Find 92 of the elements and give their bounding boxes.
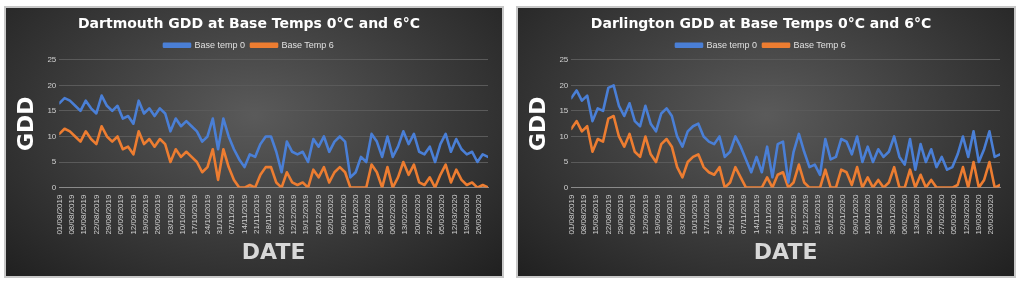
x-axis-title: DATE [241, 238, 306, 264]
x-tick-label: 05/09/2019 [116, 194, 126, 235]
x-tick-label: 19/09/2019 [652, 194, 662, 235]
x-tick-label: 12/09/2019 [128, 194, 138, 235]
x-tick-label: 23/01/2020 [875, 194, 885, 235]
x-tick-label: 16/01/2020 [862, 194, 872, 235]
x-tick-label: 19/03/2020 [974, 194, 984, 235]
x-tick-label: 31/10/2019 [727, 194, 737, 235]
x-tick-label: 07/11/2019 [739, 194, 749, 235]
x-tick-label: 26/03/2020 [986, 194, 996, 235]
y-tick-label: 0 [563, 182, 569, 192]
x-tick-label: 01/08/2019 [566, 194, 576, 235]
x-tick-label: 15/08/2019 [79, 194, 89, 235]
x-tick-label: 22/08/2019 [603, 194, 613, 235]
x-tick-label: 26/12/2019 [313, 194, 323, 235]
x-tick-label: 17/10/2019 [190, 194, 200, 235]
x-tick-label: 14/11/2019 [239, 194, 249, 235]
x-tick-label: 13/02/2020 [912, 194, 922, 235]
x-tick-label: 15/08/2019 [591, 194, 601, 235]
x-tick-label: 10/10/2019 [690, 194, 699, 235]
x-tick-label: 16/01/2020 [350, 194, 360, 235]
y-tick-label: 5 [563, 157, 569, 167]
x-tick-label: 08/08/2019 [66, 194, 76, 235]
x-tick-label: 24/10/2019 [202, 194, 212, 235]
x-tick-label: 12/09/2019 [640, 194, 650, 235]
x-tick-label: 13/02/2020 [400, 194, 410, 235]
x-tick-label: 28/11/2019 [776, 194, 786, 235]
x-axis-title: DATE [753, 238, 818, 264]
x-tick-label: 05/03/2020 [949, 194, 959, 235]
x-tick-label: 28/11/2019 [264, 194, 274, 235]
chart-title: Dartmouth GDD at Base Temps 0°C and 6°C [77, 15, 421, 32]
y-tick-label: 15 [47, 106, 57, 116]
y-axis-title: GDD [12, 96, 38, 151]
x-tick-label: 10/10/2019 [178, 194, 187, 235]
x-tick-label: 23/01/2020 [363, 194, 373, 235]
x-tick-label: 12/03/2020 [449, 194, 459, 235]
legend-label: Base Temp 6 [793, 39, 846, 50]
y-tick-label: 10 [47, 131, 57, 141]
x-tick-label: 26/03/2020 [474, 194, 484, 235]
x-tick-label: 06/02/2020 [899, 194, 909, 235]
x-tick-label: 19/12/2019 [813, 194, 823, 235]
x-tick-label: 05/12/2019 [788, 194, 798, 235]
legend-label: Base temp 0 [194, 39, 245, 50]
x-tick-label: 29/08/2019 [615, 194, 625, 235]
x-tick-label: 27/02/2020 [424, 194, 434, 235]
y-tick-label: 10 [559, 131, 569, 141]
x-tick-label: 20/02/2020 [924, 194, 934, 235]
legend-label: Base Temp 6 [281, 39, 334, 50]
x-tick-label: 19/09/2019 [140, 194, 150, 235]
y-tick-label: 25 [47, 55, 57, 64]
x-tick-label: 30/01/2020 [375, 194, 385, 235]
x-tick-label: 02/01/2020 [326, 194, 336, 235]
y-tick-label: 20 [559, 80, 569, 90]
x-tick-label: 08/08/2019 [578, 194, 588, 235]
legend-label: Base temp 0 [706, 39, 757, 50]
x-tick-label: 21/11/2019 [764, 194, 774, 235]
y-tick-label: 0 [51, 182, 57, 192]
x-tick-label: 21/11/2019 [252, 194, 262, 235]
x-tick-label: 06/02/2020 [387, 194, 397, 235]
x-tick-label: 26/09/2019 [153, 194, 163, 235]
x-tick-label: 17/10/2019 [702, 194, 712, 235]
x-tick-label: 05/12/2019 [276, 194, 286, 235]
x-tick-label: 12/03/2020 [961, 194, 971, 235]
x-tick-label: 03/10/2019 [165, 194, 175, 235]
x-tick-label: 09/01/2020 [850, 194, 860, 235]
x-tick-label: 29/08/2019 [103, 194, 113, 235]
x-tick-label: 12/12/2019 [289, 194, 299, 235]
y-tick-label: 5 [51, 157, 57, 167]
chart-title: Darlington GDD at Base Temps 0°C and 6°C [590, 15, 932, 32]
y-tick-label: 15 [559, 106, 569, 116]
x-tick-label: 20/02/2020 [412, 194, 422, 235]
x-tick-label: 31/10/2019 [215, 194, 225, 235]
x-tick-label: 24/10/2019 [714, 194, 724, 235]
x-tick-label: 22/08/2019 [91, 194, 101, 235]
x-tick-label: 19/12/2019 [301, 194, 311, 235]
x-tick-label: 30/01/2020 [887, 194, 897, 235]
y-axis-title: GDD [524, 96, 550, 151]
x-tick-label: 05/09/2019 [628, 194, 638, 235]
x-tick-label: 03/10/2019 [677, 194, 687, 235]
x-tick-label: 26/12/2019 [825, 194, 835, 235]
x-tick-label: 09/01/2020 [338, 194, 348, 235]
x-tick-label: 07/11/2019 [227, 194, 237, 235]
x-tick-label: 12/12/2019 [801, 194, 811, 235]
y-tick-label: 25 [559, 55, 569, 64]
y-tick-label: 20 [47, 80, 57, 90]
x-tick-label: 14/11/2019 [751, 194, 761, 235]
x-tick-label: 26/09/2019 [665, 194, 675, 235]
x-tick-label: 05/03/2020 [437, 194, 447, 235]
x-tick-label: 27/02/2020 [936, 194, 946, 235]
x-tick-label: 01/08/2019 [54, 194, 64, 235]
x-tick-label: 02/01/2020 [838, 194, 848, 235]
x-tick-label: 19/03/2020 [462, 194, 472, 235]
